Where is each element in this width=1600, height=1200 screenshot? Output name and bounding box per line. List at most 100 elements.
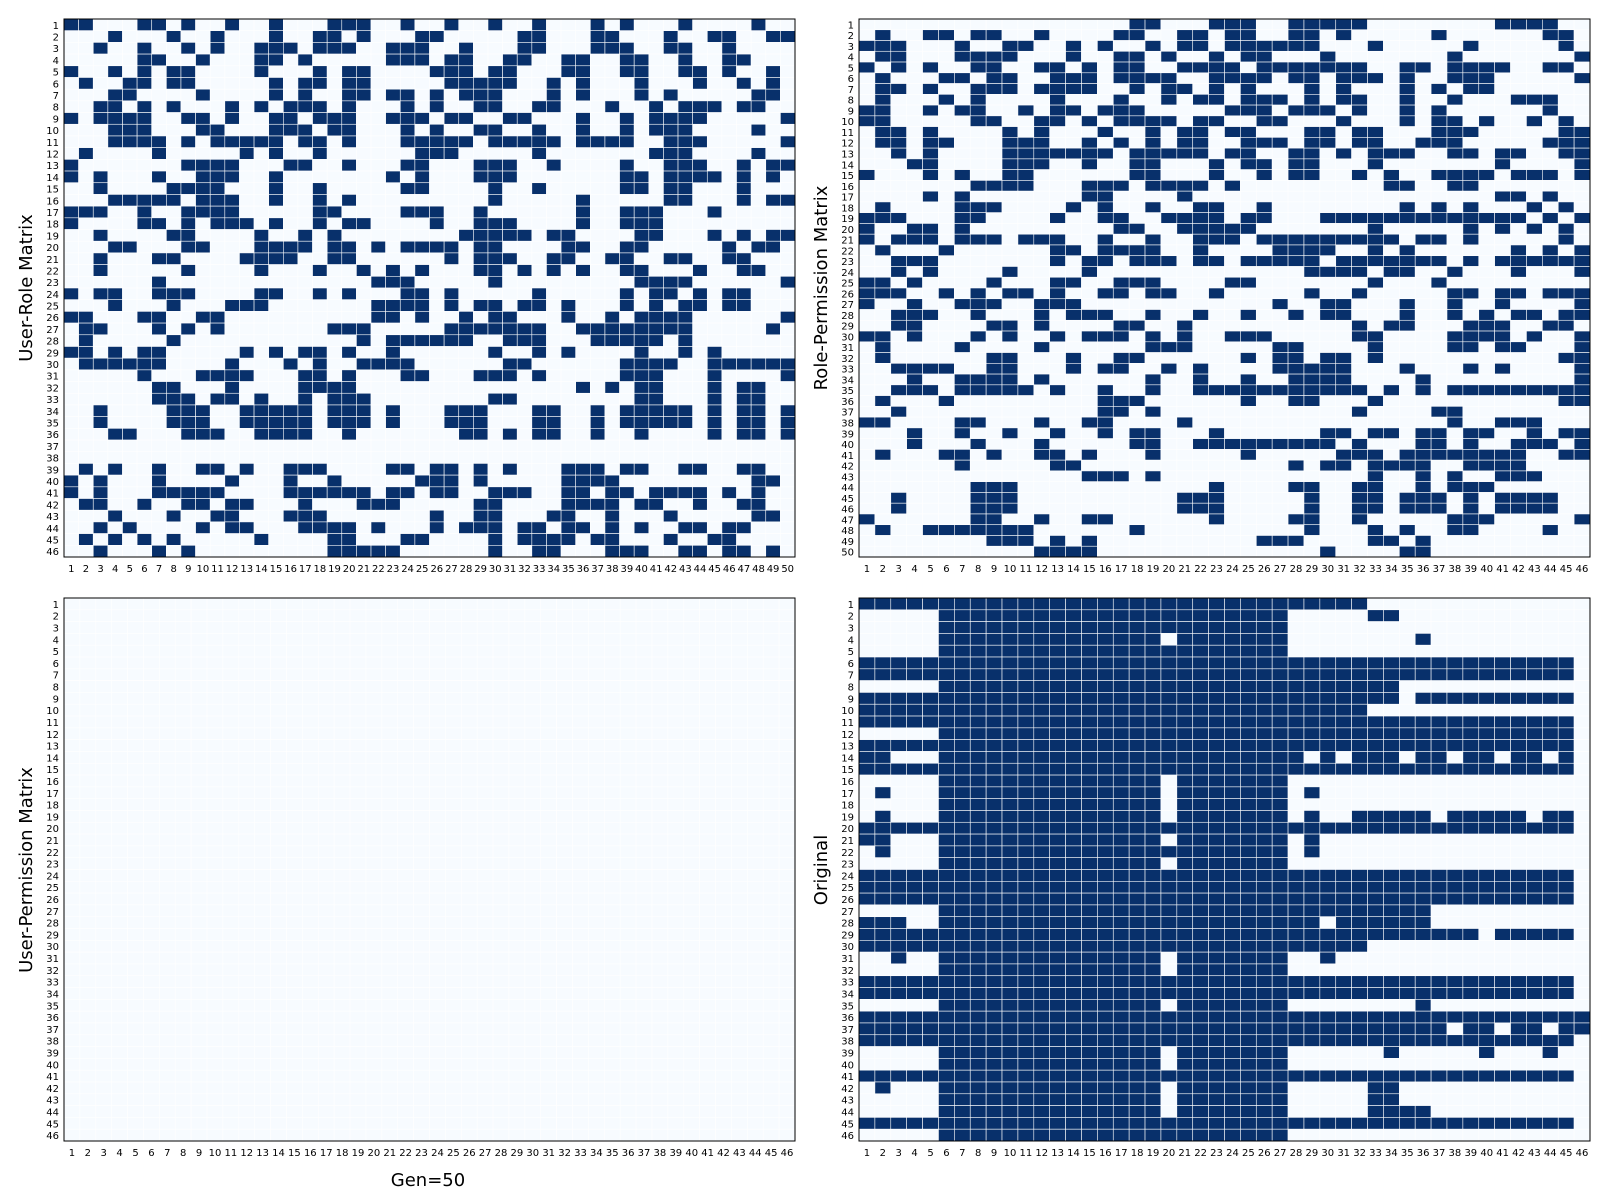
x-tick-label: 42 xyxy=(1512,564,1525,575)
y-tick-label: 10 xyxy=(46,126,59,137)
heatmap-cell xyxy=(985,94,1003,106)
heatmap-cell xyxy=(443,451,460,464)
heatmap-cell xyxy=(590,287,606,300)
heatmap-cell xyxy=(906,341,923,353)
heatmap-cell xyxy=(122,252,138,265)
heatmap-cell xyxy=(516,194,533,207)
heatmap-cell xyxy=(399,404,416,417)
heatmap-cell xyxy=(765,334,781,347)
heatmap-cell xyxy=(1335,416,1352,429)
heatmap-cell xyxy=(78,404,94,417)
heatmap-cell xyxy=(399,135,416,148)
heatmap-cell xyxy=(370,53,386,67)
heatmap-cell xyxy=(590,486,606,499)
heatmap-cell xyxy=(1446,298,1464,310)
heatmap-cell xyxy=(1367,40,1384,52)
heatmap-cell xyxy=(1192,104,1209,117)
heatmap-cell xyxy=(370,88,386,102)
heatmap-cell xyxy=(922,341,939,353)
heatmap-cell xyxy=(516,474,533,488)
heatmap-cell xyxy=(1065,298,1082,310)
heatmap-cell xyxy=(1049,83,1066,95)
heatmap-cell xyxy=(858,319,876,332)
heatmap-cell xyxy=(1144,470,1162,482)
heatmap-cell xyxy=(858,545,876,558)
heatmap-cell xyxy=(429,135,445,148)
heatmap-cell xyxy=(429,229,445,242)
heatmap-cell xyxy=(268,100,284,113)
heatmap-cell xyxy=(1494,459,1511,472)
heatmap-cell xyxy=(1573,513,1591,526)
heatmap-cell xyxy=(253,334,269,347)
heatmap-cell xyxy=(209,65,226,78)
heatmap-cell xyxy=(1478,427,1495,439)
heatmap-cell xyxy=(1399,83,1416,95)
heatmap-cell xyxy=(224,100,240,113)
heatmap-cell xyxy=(765,381,781,394)
heatmap-cell xyxy=(780,217,796,230)
heatmap-cell xyxy=(1081,18,1098,31)
heatmap-cell xyxy=(1176,545,1194,558)
heatmap-cell xyxy=(560,533,577,546)
heatmap-cell xyxy=(1446,115,1464,127)
heatmap-cell xyxy=(1128,502,1146,515)
x-tick-label: 25 xyxy=(416,564,429,575)
heatmap-cell xyxy=(706,369,723,382)
heatmap-cell xyxy=(326,194,343,207)
heatmap-cell xyxy=(560,229,577,242)
heatmap-cell xyxy=(1255,18,1273,31)
heatmap-cell xyxy=(414,311,430,324)
heatmap-cell xyxy=(1478,190,1495,203)
heatmap-cell xyxy=(969,244,987,257)
heatmap-cell xyxy=(399,334,416,347)
heatmap-cell xyxy=(122,217,138,230)
heatmap-cell xyxy=(268,533,284,546)
heatmap-cell xyxy=(458,217,474,230)
heatmap-cell xyxy=(1414,319,1432,332)
heatmap-cell xyxy=(122,439,138,453)
heatmap-cell xyxy=(1160,180,1178,192)
heatmap-cell xyxy=(906,244,923,257)
heatmap-cell xyxy=(1478,470,1495,482)
heatmap-cell xyxy=(1446,449,1464,461)
heatmap-cell xyxy=(429,498,445,511)
x-tick-label: 4 xyxy=(112,564,118,575)
heatmap-cell xyxy=(370,509,386,523)
heatmap-cell xyxy=(1033,481,1050,493)
heatmap-cell xyxy=(1510,276,1527,289)
y-tick-label: 24 xyxy=(841,268,854,279)
heatmap-cell xyxy=(487,521,503,534)
heatmap-cell xyxy=(1430,352,1448,364)
heatmap-cell xyxy=(151,428,167,441)
heatmap-cell xyxy=(1271,319,1289,332)
heatmap-cell xyxy=(1255,169,1273,181)
heatmap-cell xyxy=(663,404,679,417)
heatmap-cell xyxy=(92,311,109,324)
heatmap-cell xyxy=(906,223,923,235)
heatmap-cell xyxy=(1240,438,1257,450)
heatmap-cell xyxy=(516,463,533,476)
heatmap-cell xyxy=(1001,502,1019,515)
heatmap-cell xyxy=(78,299,94,312)
heatmap-cell xyxy=(385,229,401,242)
heatmap-cell xyxy=(890,72,907,84)
heatmap-cell xyxy=(1494,298,1511,310)
heatmap-cell xyxy=(604,252,620,265)
heatmap-cell xyxy=(122,170,138,184)
heatmap-cell xyxy=(63,77,79,90)
heatmap-cell xyxy=(209,229,226,242)
heatmap-cell xyxy=(1049,363,1066,375)
heatmap-cell xyxy=(890,341,907,353)
heatmap-cell xyxy=(954,126,971,138)
heatmap-cell xyxy=(750,428,767,441)
heatmap-cell xyxy=(938,330,955,343)
heatmap-cell xyxy=(1573,330,1591,343)
heatmap-cell xyxy=(954,233,971,246)
heatmap-cell xyxy=(1478,180,1495,192)
heatmap-cell xyxy=(938,190,955,203)
heatmap-cell xyxy=(1542,470,1559,482)
heatmap-cell xyxy=(858,373,876,386)
y-tick-label: 31 xyxy=(46,372,59,383)
heatmap-cell xyxy=(1446,427,1464,439)
x-tick-label: 5 xyxy=(127,564,133,575)
